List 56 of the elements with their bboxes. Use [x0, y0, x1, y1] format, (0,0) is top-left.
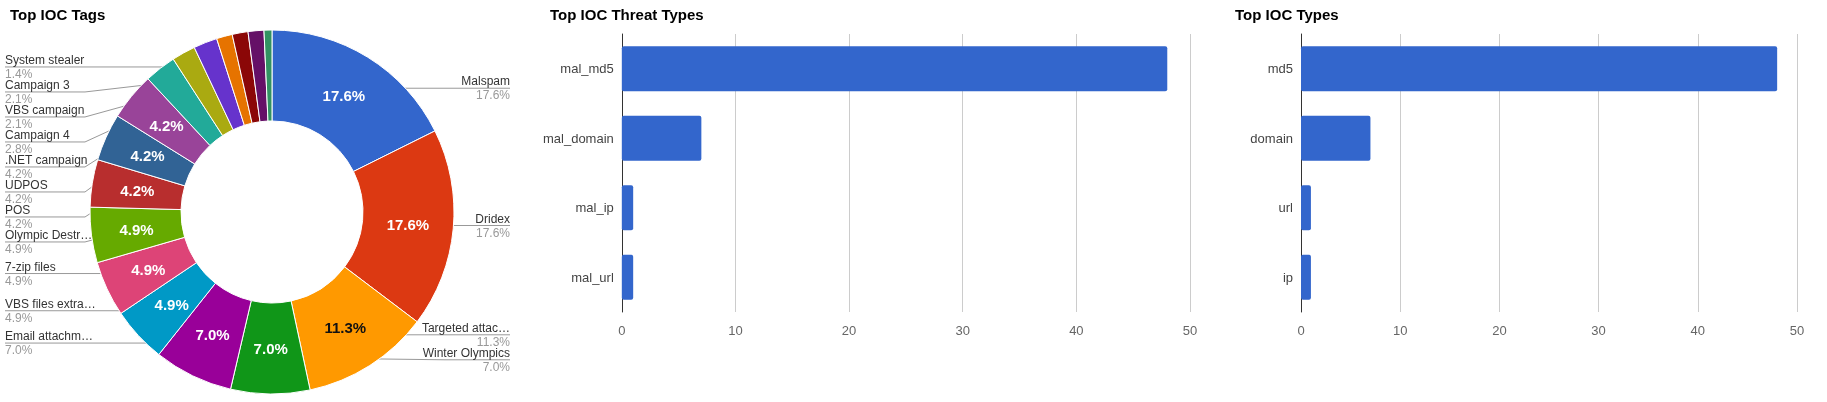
y-tick-label: mal_url — [571, 269, 614, 285]
x-tick-label: 0 — [618, 323, 626, 338]
chart-title: Top IOC Tags — [10, 6, 106, 23]
x-tick-label: 50 — [1182, 323, 1198, 338]
text: 17.6% — [386, 216, 430, 234]
x-tick-label: 50 — [1789, 323, 1805, 338]
data-label: 17.6% — [475, 225, 511, 240]
slice-label: Email attachm… — [5, 329, 94, 344]
text: 4.2% — [130, 147, 165, 165]
text: 11.3% — [324, 318, 367, 336]
bar — [621, 185, 634, 231]
slice-label: 7-zip files — [5, 259, 56, 274]
y-tick-label: mal_domain — [542, 130, 614, 146]
y-tick-label: md5 — [1267, 61, 1293, 77]
data-label: 4.9% — [5, 273, 33, 288]
text: 4.9% — [119, 220, 154, 238]
x-tick-label: 10 — [728, 323, 743, 338]
data-label: 7.0% — [5, 343, 33, 358]
bar — [621, 254, 634, 300]
slice-label: Dridex — [475, 211, 510, 226]
data-label: 7.0% — [482, 359, 511, 374]
y-tick-label: url — [1278, 200, 1294, 216]
bar — [1301, 185, 1311, 231]
data-label: 17.6% — [475, 88, 511, 103]
text: 4.2% — [149, 116, 184, 134]
slice-label: Targeted attac… — [421, 320, 510, 335]
text: 4.2% — [120, 181, 155, 199]
bar — [1301, 115, 1371, 161]
y-tick-label: domain — [1250, 130, 1293, 146]
chart-title: Top IOC Types — [1235, 6, 1339, 23]
x-tick-label: 40 — [1069, 323, 1084, 338]
x-tick-label: 40 — [1690, 323, 1706, 338]
text: 4.9% — [154, 296, 189, 314]
text: 4.9% — [131, 261, 166, 279]
y-tick-label: mal_md5 — [560, 61, 614, 77]
x-tick-label: 30 — [955, 323, 970, 338]
bar — [1301, 254, 1311, 300]
text: 7.0% — [195, 326, 230, 344]
slice-label: Malspam — [461, 74, 510, 89]
text: 7.0% — [253, 339, 288, 357]
chart-title: Top IOC Threat Types — [550, 6, 704, 23]
bar — [621, 46, 1168, 92]
x-tick-label: 10 — [1392, 323, 1408, 338]
x-tick-label: 0 — [1297, 323, 1305, 338]
x-tick-label: 20 — [1492, 323, 1507, 338]
x-tick-label: 30 — [1591, 323, 1606, 338]
data-label: 4.9% — [5, 241, 33, 256]
text: 17.6% — [322, 87, 366, 105]
bar — [1301, 46, 1778, 92]
y-tick-label: mal_ip — [575, 200, 614, 216]
data-label: 4.9% — [5, 310, 33, 325]
x-tick-label: 20 — [841, 323, 857, 338]
slice-label: System stealer — [5, 52, 85, 67]
bar — [621, 115, 702, 161]
y-tick-label: ip — [1282, 269, 1293, 285]
slice-label: VBS files extra… — [5, 296, 96, 311]
